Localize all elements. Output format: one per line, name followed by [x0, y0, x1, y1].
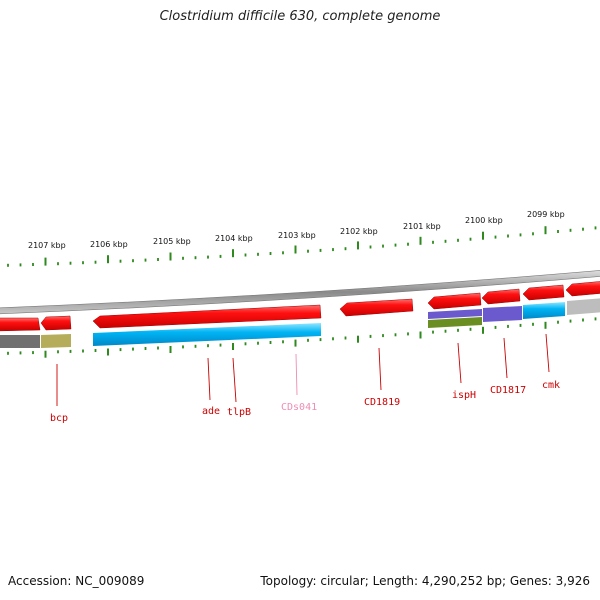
gene-label-cmk[interactable]: cmk — [542, 380, 560, 391]
callout-line — [545, 333, 550, 373]
ruler-label-2103: 2103 kbp — [278, 231, 316, 240]
callout-line — [295, 353, 298, 396]
gene-label-CD1819[interactable]: CD1819 — [364, 397, 400, 408]
cds-arrow[interactable] — [481, 288, 521, 305]
callout-line — [503, 337, 508, 379]
ruler-labels: 2107 kbp 2106 kbp 2105 kbp 2104 kbp 2103… — [28, 210, 565, 250]
ruler-label-2102: 2102 kbp — [340, 227, 378, 236]
callout-line — [378, 347, 382, 391]
gene-label-CDs041[interactable]: CDs041 — [281, 402, 317, 413]
cds-arrow[interactable] — [565, 281, 600, 297]
topology-text: Topology: circular; Length: 4,290,252 bp… — [260, 574, 590, 588]
map-title: Clostridium difficile 630, complete geno… — [159, 9, 441, 24]
cog-block-purple — [428, 309, 482, 319]
cds-track — [0, 281, 600, 332]
cds-arrow[interactable] — [427, 292, 482, 310]
cds-arrow[interactable] — [92, 304, 322, 329]
gene-callouts: bcp ade tlpB CDs041 CD1819 ispH CD1817 c… — [50, 333, 560, 424]
cds-arrow[interactable] — [0, 317, 41, 332]
callout-line — [207, 357, 211, 401]
cog-block-blue[interactable] — [93, 323, 321, 346]
ruler-label-2100: 2100 kbp — [465, 216, 503, 225]
cog-track — [0, 298, 600, 348]
ruler-label-2099: 2099 kbp — [527, 210, 565, 219]
cds-arrow[interactable] — [522, 284, 565, 301]
ruler-label-2107: 2107 kbp — [28, 241, 66, 250]
ruler-label-2101: 2101 kbp — [403, 222, 441, 231]
gene-label-bcp[interactable]: bcp — [50, 413, 68, 424]
ruler-label-2105: 2105 kbp — [153, 237, 191, 246]
ruler-label-2104: 2104 kbp — [215, 234, 253, 243]
cog-block-olive — [428, 317, 482, 328]
gene-label-CD1817[interactable]: CD1817 — [490, 385, 526, 396]
gene-label-tlpB[interactable]: tlpB — [227, 407, 251, 418]
genome-backbone — [0, 270, 600, 315]
cog-block-khaki — [41, 334, 71, 348]
cds-arrow[interactable] — [40, 315, 72, 331]
callout-line — [457, 342, 462, 384]
gene-label-ade[interactable]: ade — [202, 406, 220, 417]
ruler-ticks-outer — [7, 226, 597, 267]
ruler-ticks-inner — [7, 317, 597, 358]
cog-block-blue — [523, 302, 565, 319]
gene-label-ispH[interactable]: ispH — [452, 390, 476, 401]
accession-text: Accession: NC_009089 — [8, 574, 145, 588]
cog-block-lightgray — [567, 298, 600, 315]
ruler-label-2106: 2106 kbp — [90, 240, 128, 249]
cog-block-gray — [0, 335, 40, 348]
cog-block-purple — [483, 306, 522, 322]
callout-line — [232, 357, 237, 403]
cds-arrow[interactable] — [339, 298, 414, 317]
